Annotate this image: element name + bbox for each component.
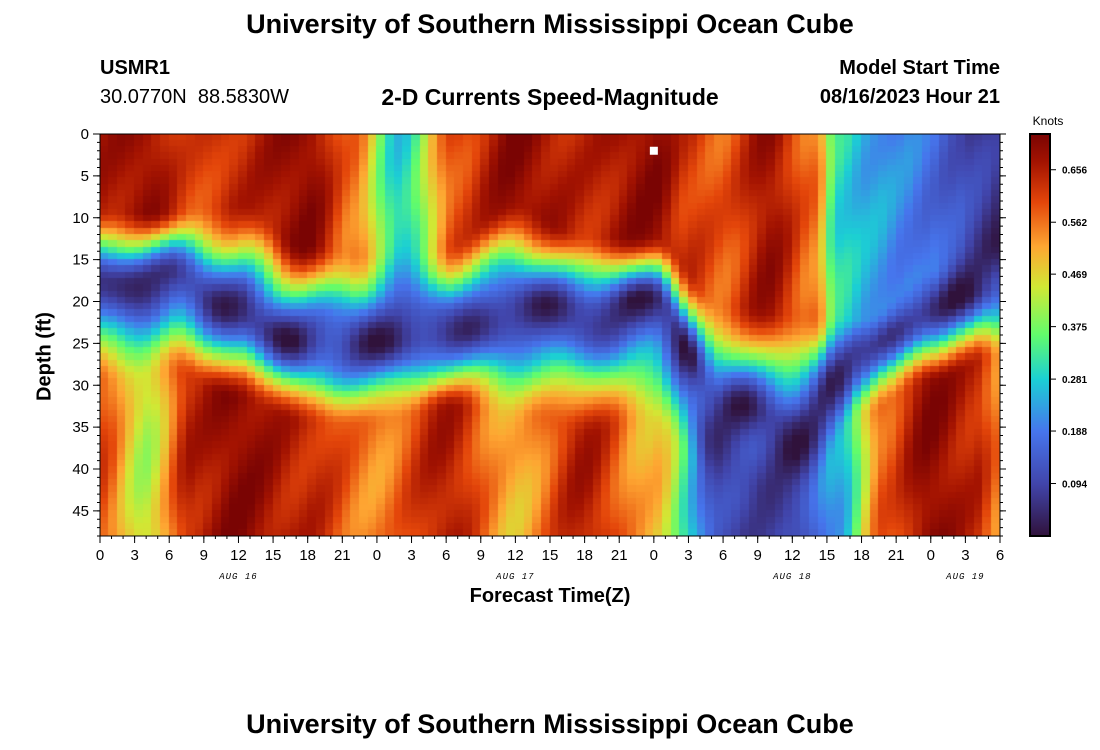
x-tick-label: 3 — [407, 547, 415, 564]
y-tick-label: 10 — [72, 210, 89, 227]
colorbar-tick-label: 0.469 — [1062, 270, 1087, 281]
x-axis-label: Forecast Time(Z) — [469, 585, 631, 607]
y-tick-label: 5 — [81, 168, 89, 185]
station-coordinates: 30.0770N 88.5830W — [100, 86, 290, 108]
x-tick-label: 0 — [373, 547, 381, 564]
x-tick-label: 15 — [265, 547, 282, 564]
heatmap-plot — [100, 134, 1000, 536]
axes-layer: 0 3 6 9 12 15 18 21 0 3 6 9 12 15 18 21 0 3 6 9 12 15 18 21 0 3 6 A… — [72, 126, 1006, 582]
colorbar-tick-label: 0.281 — [1062, 375, 1087, 386]
x-tick-label: 0 — [650, 547, 658, 564]
colorbar-tick-label: 0.375 — [1062, 323, 1087, 334]
y-tick-label: 40 — [72, 461, 89, 478]
colorbar: Knots 0.656 0.562 0.469 0.375 0.281 0.188 0.09… — [1029, 114, 1087, 537]
station-id: USMR1 — [100, 57, 171, 79]
date-label: AUG 17 — [495, 572, 534, 582]
y-tick-label: 20 — [72, 294, 89, 311]
colorbar-gradient — [1029, 133, 1051, 537]
x-tick-label: 3 — [684, 547, 692, 564]
y-axis-label: Depth (ft) — [33, 312, 56, 401]
date-label: AUG 19 — [945, 572, 984, 582]
x-tick-label: 18 — [299, 547, 316, 564]
x-tick-label: 12 — [230, 547, 247, 564]
chart-heading: 2-D Currents Speed-Magnitude — [381, 84, 719, 110]
colorbar-tick-label: 0.656 — [1062, 166, 1087, 177]
x-tick-label: 9 — [477, 547, 485, 564]
y-tick-label: 45 — [72, 503, 89, 520]
colorbar-tick-label: 0.094 — [1062, 480, 1087, 491]
page-title-bottom: University of Southern Mississippi Ocean… — [246, 709, 854, 739]
y-tick-label: 0 — [81, 126, 89, 143]
date-label: AUG 16 — [218, 572, 257, 582]
date-label: AUG 18 — [772, 572, 811, 582]
x-tick-label: 3 — [961, 547, 969, 564]
x-tick-label: 3 — [130, 547, 138, 564]
colorbar-tick-label: 0.562 — [1062, 218, 1087, 229]
x-tick-label: 15 — [542, 547, 559, 564]
x-tick-label: 12 — [507, 547, 524, 564]
x-tick-label: 12 — [784, 547, 801, 564]
plot-frame — [99, 133, 1001, 537]
x-tick-label: 0 — [96, 547, 104, 564]
x-tick-label: 21 — [611, 547, 628, 564]
x-tick-label: 21 — [334, 547, 351, 564]
x-tick-label: 6 — [996, 547, 1004, 564]
colorbar-unit: Knots — [1033, 114, 1064, 128]
x-tick-label: 6 — [165, 547, 173, 564]
x-tick-label: 6 — [442, 547, 450, 564]
x-tick-label: 21 — [888, 547, 905, 564]
x-tick-label: 18 — [576, 547, 593, 564]
current-time-marker — [649, 146, 658, 155]
x-tick-label: 18 — [853, 547, 870, 564]
model-start-label: Model Start Time — [839, 57, 1000, 79]
x-tick-label: 15 — [819, 547, 836, 564]
y-tick-label: 25 — [72, 335, 89, 352]
y-tick-label: 35 — [72, 419, 89, 436]
page-title: University of Southern Mississippi Ocean… — [246, 9, 854, 39]
y-tick-label: 15 — [72, 252, 89, 269]
x-tick-label: 0 — [927, 547, 935, 564]
colorbar-tick-label: 0.188 — [1062, 427, 1087, 438]
model-start-value: 08/16/2023 Hour 21 — [819, 86, 1000, 108]
y-tick-label: 30 — [72, 377, 89, 394]
x-tick-label: 9 — [200, 547, 208, 564]
x-tick-label: 6 — [719, 547, 727, 564]
x-tick-label: 9 — [754, 547, 762, 564]
